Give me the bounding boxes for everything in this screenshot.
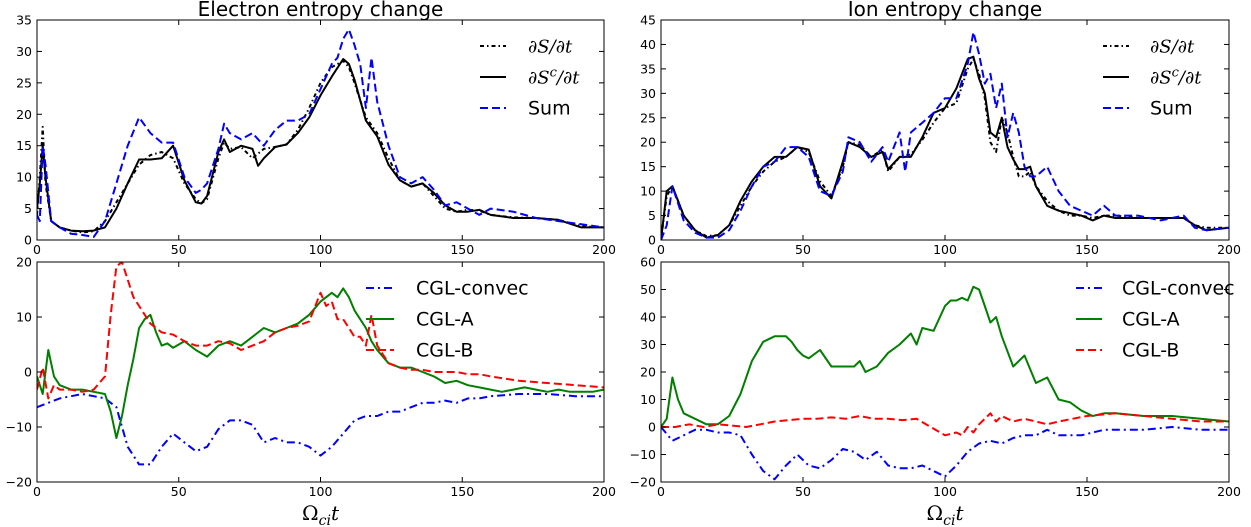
x-tick-label: 100 xyxy=(309,242,333,257)
x-axis-label: Ωcit xyxy=(927,501,965,527)
legend-label: ∂S/∂t xyxy=(528,37,573,58)
series-line-s-t-0 xyxy=(37,59,604,234)
electron-cgl-panel: 0 50 100 150 200−20−1001020ΩcitCGL-convecCGL… xyxy=(6,255,616,527)
x-tick-label: 200 xyxy=(1217,242,1241,257)
series-line-sum-2 xyxy=(661,31,1229,240)
y-tick-label: 20 xyxy=(640,365,656,380)
y-tick-label: 15 xyxy=(640,159,656,174)
y-tick-label: 40 xyxy=(640,37,656,52)
series-line-sum-2 xyxy=(37,28,604,238)
y-tick-label: 5 xyxy=(648,208,656,223)
y-tick-label: 20 xyxy=(16,107,32,122)
chart-title: Ion entropy change xyxy=(848,0,1043,21)
series-line-cgl-b-2 xyxy=(661,412,1229,437)
y-tick-label: −20 xyxy=(6,475,32,490)
y-tick-label: 5 xyxy=(24,201,32,216)
y-tick-label: −10 xyxy=(6,420,32,435)
axes-frame xyxy=(660,19,1230,241)
x-tick-label: 150 xyxy=(450,484,474,499)
y-tick-label: 45 xyxy=(640,13,656,28)
y-tick-label: 20 xyxy=(16,255,32,270)
electron-entropy-panel: 0 50 100 150 200 0 5 10 15 20 25 30 35 Electron entro… xyxy=(16,0,616,257)
y-tick-label: 25 xyxy=(640,110,656,125)
y-tick-label: 30 xyxy=(640,86,656,101)
legend-label: ∂Sc/∂t xyxy=(1150,66,1202,89)
y-tick-label: 30 xyxy=(16,44,32,59)
ion-cgl-panel: 0 50 100 150 200 −20 −10 0 10 20 30 40 50 60 Ωcit CGL-c… xyxy=(630,255,1241,527)
y-tick-label: 10 xyxy=(16,170,32,185)
series-line-cgl-b-2 xyxy=(37,262,604,400)
x-tick-label: 50 xyxy=(171,242,187,257)
x-tick-label: 200 xyxy=(1217,484,1241,499)
legend-label: CGL-B xyxy=(1122,340,1179,362)
y-tick-label: 35 xyxy=(640,61,656,76)
y-tick-label: 50 xyxy=(640,282,656,297)
legend: ∂S/∂t ∂Sc/∂t Sum xyxy=(480,37,580,120)
y-tick-label: 0 xyxy=(24,365,32,380)
legend-label: CGL-B xyxy=(416,340,473,362)
series-line-cgl-a-1 xyxy=(661,285,1229,428)
x-tick-label: 50 xyxy=(795,242,811,257)
plot-area xyxy=(37,262,604,466)
legend-label: CGL-convec xyxy=(1122,278,1235,300)
x-tick-label: 0 xyxy=(33,484,41,499)
x-tick-label: 150 xyxy=(1075,242,1099,257)
legend-label: Sum xyxy=(1150,98,1193,120)
x-tick-label: 100 xyxy=(309,484,333,499)
y-tick-label: −20 xyxy=(630,475,656,490)
x-axis-label: Ωcit xyxy=(302,501,340,527)
series-line-cgl-convec-0 xyxy=(661,426,1229,481)
x-tick-label: 200 xyxy=(592,242,616,257)
y-tick-label: 0 xyxy=(648,420,656,435)
x-tick-label: 0 xyxy=(657,242,665,257)
y-tick-label: 35 xyxy=(16,13,32,28)
plot-area xyxy=(661,31,1229,240)
chart-title: Electron entropy change xyxy=(198,0,444,21)
legend-label: Sum xyxy=(528,98,571,120)
series-line-cgl-a-1 xyxy=(37,287,604,439)
y-tick-label: 25 xyxy=(16,75,32,90)
x-tick-label: 150 xyxy=(1075,484,1099,499)
y-tick-label: −10 xyxy=(630,447,656,462)
legend: ∂S/∂t ∂Sc/∂t Sum xyxy=(1103,37,1202,120)
y-tick-label: 60 xyxy=(640,255,656,270)
y-tick-label: 10 xyxy=(640,184,656,199)
x-tick-label: 150 xyxy=(450,242,474,257)
legend: CGL-convec CGL-A CGL-B xyxy=(366,278,529,362)
x-tick-label: 50 xyxy=(171,484,187,499)
series-line-s-c-t-1 xyxy=(37,58,604,233)
y-tick-label: 0 xyxy=(648,233,656,248)
x-tick-label: 0 xyxy=(33,242,41,257)
legend-label: CGL-A xyxy=(1122,309,1180,331)
y-tick-label: 40 xyxy=(640,310,656,325)
y-tick-label: 15 xyxy=(16,138,32,153)
y-tick-label: 10 xyxy=(16,310,32,325)
y-tick-label: 20 xyxy=(640,135,656,150)
x-tick-label: 100 xyxy=(933,484,957,499)
y-tick-label: 30 xyxy=(640,337,656,352)
legend-label: ∂S/∂t xyxy=(1150,37,1195,58)
x-tick-label: 50 xyxy=(795,484,811,499)
plot-area xyxy=(661,285,1229,481)
plot-area xyxy=(37,28,604,238)
series-line-s-c-t-1 xyxy=(661,55,1229,240)
legend: CGL-convec CGL-A CGL-B xyxy=(1076,278,1235,362)
axes-frame xyxy=(36,19,605,241)
x-tick-label: 100 xyxy=(933,242,957,257)
legend-label: ∂Sc/∂t xyxy=(528,66,580,89)
legend-label: CGL-A xyxy=(416,309,474,331)
x-tick-label: 200 xyxy=(592,484,616,499)
y-tick-label: 0 xyxy=(24,233,32,248)
legend-label: CGL-convec xyxy=(416,278,529,300)
x-tick-label: 0 xyxy=(657,484,665,499)
series-line-s-t-0 xyxy=(661,58,1229,240)
y-tick-label: 10 xyxy=(640,392,656,407)
ion-entropy-panel: 0 50 100 150 200 0 5 10 15 20 25 30 35 40 45 Ion entrop… xyxy=(640,0,1241,257)
series-line-cgl-convec-0 xyxy=(37,393,604,466)
